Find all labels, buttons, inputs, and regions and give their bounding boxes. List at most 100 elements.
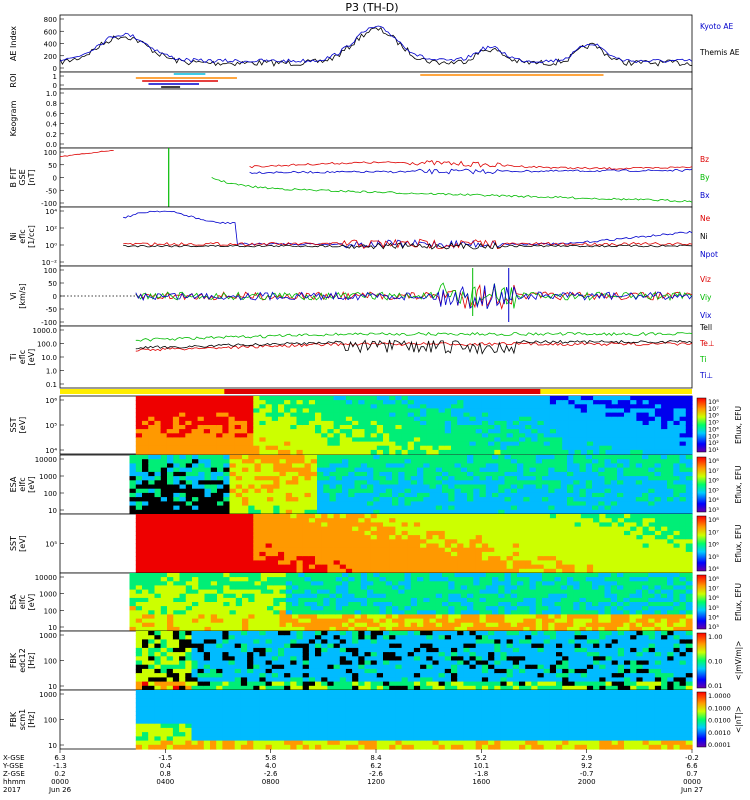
fbk-b-cbar-label: <|nT|> xyxy=(734,706,743,733)
keogram-ytick: 1.0 xyxy=(46,90,57,98)
bfield-legend-2: Bx xyxy=(700,191,710,200)
sst-elec-cbar-tick: 10⁸ xyxy=(708,516,719,524)
temperature-legend-3: Ti⊥ xyxy=(699,371,713,380)
fbk-e-cbar-label: <|mV/m|> xyxy=(734,641,743,681)
esa-ion-cbar-tick: 10⁵ xyxy=(708,486,719,494)
fbk-b-colorbar xyxy=(696,691,707,748)
density-ne-line xyxy=(123,238,693,250)
density-ytick: 10⁻² xyxy=(42,259,58,267)
sst-ion-ylabel: SST xyxy=(9,417,18,432)
ephem-value: 2.9 xyxy=(581,754,592,762)
density-ytick: 10² xyxy=(45,225,57,233)
sst-ion-ytick: 10⁶ xyxy=(45,397,57,405)
temperature-ylabel: eflc xyxy=(18,350,27,364)
figure-title: P3 (TH-D) xyxy=(345,1,398,14)
sst-elec-cbar-tick: 10⁷ xyxy=(708,528,719,536)
sst-elec-heatmap xyxy=(135,514,693,574)
sst-ion-cbar-tick: 10¹ xyxy=(708,446,719,454)
ephem-value: 0.8 xyxy=(160,770,171,778)
esa-elec-cbar-tick: 10⁵ xyxy=(708,604,719,612)
ephem-value: 10.1 xyxy=(474,762,490,770)
ephem-value: 9.2 xyxy=(581,762,592,770)
sst-ion-cbar-tick: 10⁸ xyxy=(708,398,719,406)
bfield-ytick: 0 xyxy=(53,175,57,183)
keogram-ytick: 0.0 xyxy=(46,141,57,149)
ephem-value: 6.6 xyxy=(686,762,698,770)
esa-ion-ylabel: ESA xyxy=(9,476,18,492)
temperature-legend-1: Te⊥ xyxy=(699,339,714,348)
temp-ti-line xyxy=(135,331,693,342)
keogram-ytick: 0.2 xyxy=(46,131,57,139)
velocity-line-2 xyxy=(135,283,693,309)
esa-ion-cbar-tick: 10⁴ xyxy=(708,496,719,504)
fbk-b-heatmap xyxy=(135,690,693,750)
density-legend-1: Ni xyxy=(700,232,708,241)
density-ni-line xyxy=(123,242,693,250)
ephem-value: 4.0 xyxy=(265,762,276,770)
ephem-value: 6.3 xyxy=(54,754,65,762)
ephem-value: 0400 xyxy=(156,778,174,786)
velocity-ytick: 50 xyxy=(48,280,57,288)
ae-ytick: 0 xyxy=(53,65,57,73)
sst-elec-ylabel: SST xyxy=(9,536,18,551)
ephem-value: 0000 xyxy=(683,778,701,786)
velocity-line-0 xyxy=(135,284,693,311)
ephem-value: -0.2 xyxy=(685,754,699,762)
panel-bfield: B FIT GSE [nT] 100 50 0 -50 -100 Bz By Bx xyxy=(9,147,710,208)
sst-ion-cbar-label: Eflux, EFU xyxy=(734,406,743,444)
esa-elec-ytick: 10000 xyxy=(35,574,57,582)
ae-kyoto-line xyxy=(59,25,693,64)
fbk-e-colorbar xyxy=(696,632,707,689)
sst-ion-cbar-tick: 10⁷ xyxy=(708,405,719,413)
bfield-ytick: -50 xyxy=(46,187,57,195)
ae-ytick: 800 xyxy=(44,16,57,24)
esa-elec-cbar-label: Eflux, EFU xyxy=(734,583,743,621)
fbk-e-ytick: 100 xyxy=(44,658,57,666)
sst-ion-colorbar xyxy=(696,397,707,453)
velocity-ylabel: Vi xyxy=(9,292,18,300)
density-ytick: 10⁴ xyxy=(45,208,57,216)
fbk-e-ylabel: [Hz] xyxy=(27,652,36,668)
fbk-b-ylabel: FBK xyxy=(9,711,18,727)
esa-ion-cbar-tick: 10⁷ xyxy=(708,467,719,475)
ae-legend-0: Kyoto AE xyxy=(700,22,733,31)
esa-elec-heatmap xyxy=(129,573,693,632)
sst-elec-cbar-tick: 10⁴ xyxy=(708,565,719,573)
density-ylabel: Ni xyxy=(9,232,18,240)
ephem-value: Jun 27 xyxy=(680,786,703,794)
keogram-frame xyxy=(59,88,693,149)
fbk-e-ylabel: edc12 xyxy=(18,648,27,673)
esa-ion-ytick: 10 xyxy=(48,507,57,515)
sst-elec-cbar-tick: 10⁵ xyxy=(708,553,719,561)
esa-ion-ylabel: [eV] xyxy=(27,476,36,493)
sst-elec-colorbar xyxy=(696,515,707,572)
ephem-value: 1600 xyxy=(472,778,490,786)
panel-velocity: Vi [km/s] 100 50 0 -50 -100 Vix Viy Viz xyxy=(9,265,712,327)
bfield-ylabel: GSE xyxy=(18,169,27,185)
velocity-ytick: -100 xyxy=(41,319,57,327)
temp-te-line xyxy=(135,342,693,352)
bfield-bz-line xyxy=(249,160,693,170)
temperature-ylabel: [eV] xyxy=(27,349,36,366)
fbk-b-ytick: 100 xyxy=(44,717,57,725)
velocity-ytick: 100 xyxy=(44,267,57,275)
ephem-value: 2000 xyxy=(578,778,596,786)
fbk-e-heatmap xyxy=(135,631,693,691)
velocity-line-1 xyxy=(135,282,693,309)
esa-elec-ytick: 10 xyxy=(48,624,57,632)
fbk-b-ytick: 1000 xyxy=(39,691,57,699)
ephem-value: 6.2 xyxy=(370,762,381,770)
sst-ion-heatmap xyxy=(135,396,693,455)
sst-ion-cbar-tick: 10⁴ xyxy=(708,425,719,433)
ephem-value: 0.2 xyxy=(54,770,65,778)
ephem-value: -1.5 xyxy=(158,754,172,762)
esa-elec-cbar-tick: 10³ xyxy=(708,623,719,631)
fbk-b-cbar-tick: 1.0000 xyxy=(708,692,731,700)
esa-ion-cbar-tick: 10⁶ xyxy=(708,477,719,485)
velocity-ylabel: [km/s] xyxy=(18,283,27,309)
sst-elec-ytick: 10⁵ xyxy=(45,541,57,549)
ephem-row-label: 2017 xyxy=(3,786,21,794)
